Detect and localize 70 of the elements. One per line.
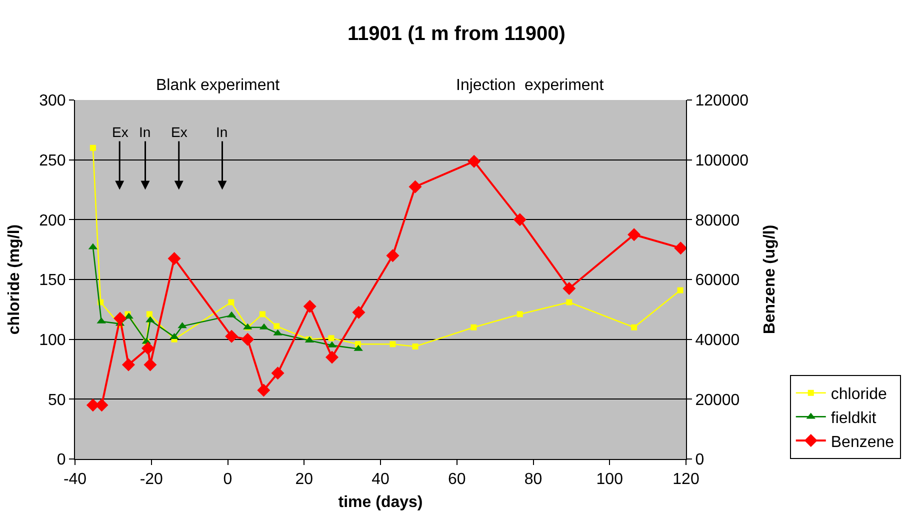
x-tick-label: -40 bbox=[63, 471, 87, 488]
point bbox=[513, 213, 526, 226]
legend-label: Benzene bbox=[830, 434, 894, 451]
annotation: In bbox=[139, 124, 151, 140]
y2-tick-label: 80000 bbox=[695, 212, 740, 230]
x-tick-label: 120 bbox=[672, 471, 700, 488]
text: Injection experiment bbox=[456, 77, 604, 94]
x-tick-label: 100 bbox=[596, 471, 624, 488]
y-tick-label: 200 bbox=[39, 212, 66, 230]
point bbox=[274, 323, 280, 330]
y-axis-title: chloride (mg/l) bbox=[6, 224, 23, 335]
point bbox=[90, 144, 96, 151]
legend-label: fieldkit bbox=[830, 410, 877, 427]
y2-tick-label: 0 bbox=[695, 452, 704, 469]
y-tick-label: 300 bbox=[39, 92, 66, 110]
x-tick-label: -20 bbox=[140, 471, 164, 488]
point bbox=[328, 335, 334, 342]
x-tick-label: 40 bbox=[372, 471, 390, 488]
y2-tick-label: 60000 bbox=[695, 272, 740, 290]
y-tick-label: 0 bbox=[56, 452, 66, 469]
point bbox=[326, 350, 338, 364]
point bbox=[562, 282, 576, 295]
point bbox=[303, 300, 316, 313]
point bbox=[260, 311, 266, 318]
point bbox=[516, 311, 523, 318]
point bbox=[257, 384, 270, 397]
point bbox=[141, 342, 154, 355]
y2-tick-label: 100000 bbox=[695, 152, 749, 170]
y2-axis-title: Benzene (ug/l) bbox=[761, 224, 778, 334]
x-tick-label: 80 bbox=[524, 471, 542, 488]
annotation: Ex bbox=[112, 124, 128, 140]
point bbox=[390, 341, 396, 348]
y-tick-label: 50 bbox=[48, 392, 66, 409]
y-tick-label: 250 bbox=[39, 152, 66, 170]
annotation: In bbox=[216, 124, 228, 140]
point bbox=[386, 249, 400, 262]
y2-tick-label: 20000 bbox=[695, 392, 740, 409]
point bbox=[144, 358, 157, 372]
legend-label: chloride bbox=[830, 386, 888, 404]
point bbox=[241, 332, 254, 346]
point bbox=[114, 312, 127, 325]
point bbox=[146, 311, 152, 318]
point bbox=[271, 366, 284, 380]
y-tick-label: 150 bbox=[39, 272, 66, 290]
y-tick-label: 100 bbox=[39, 332, 66, 349]
text: Blank experiment bbox=[156, 77, 280, 94]
y2-tick-label: 120000 bbox=[695, 92, 749, 110]
point bbox=[631, 324, 638, 330]
chart-title: 11901 (1 m from 11900) bbox=[348, 22, 566, 45]
y2-tick-label: 40000 bbox=[695, 332, 740, 349]
point bbox=[225, 330, 238, 343]
x-tick-label: 0 bbox=[223, 471, 232, 488]
point bbox=[95, 398, 108, 412]
x-axis-title: time (days) bbox=[338, 494, 423, 511]
point bbox=[228, 299, 234, 306]
point bbox=[566, 299, 572, 306]
point bbox=[354, 341, 361, 348]
point bbox=[168, 252, 181, 266]
point bbox=[674, 242, 686, 255]
point bbox=[468, 154, 481, 168]
point bbox=[122, 358, 135, 372]
point bbox=[412, 344, 418, 350]
point bbox=[628, 228, 641, 242]
point bbox=[352, 306, 366, 319]
x-tick-label: 60 bbox=[448, 471, 466, 488]
point bbox=[408, 180, 422, 194]
point bbox=[470, 324, 477, 330]
point bbox=[677, 287, 684, 294]
annotation: Ex bbox=[171, 124, 188, 140]
x-tick-label: 20 bbox=[295, 471, 314, 488]
